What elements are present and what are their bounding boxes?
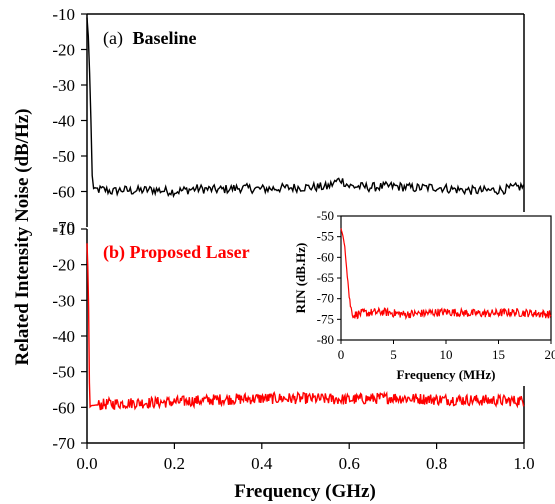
inset-y-ticks: -50 -55 -60 -65 -70 -75 -80 — [317, 208, 341, 347]
panel-a-y-tick-label: -10 — [52, 5, 75, 24]
inset-x-tick-label: 0 — [338, 347, 345, 362]
panel-b-x-tick-label: 0.4 — [251, 454, 273, 473]
inset-y-tick-label: -55 — [317, 229, 334, 244]
panel-a-series-line — [86, 17, 525, 199]
inset-x-axis-title: Frequency (MHz) — [396, 367, 495, 382]
panel-b-x-tick-label: 1.0 — [513, 454, 534, 473]
panel-a-title-main: Baseline — [132, 28, 196, 48]
panel-b-x-tick-label: 0.8 — [426, 454, 447, 473]
inset-background — [310, 212, 550, 386]
panel-a-y-ticks: -10 -20 -30 -40 -50 -60 -70 — [52, 5, 87, 237]
panel-b-x-ticks: 0.0 0.2 0.4 0.6 0.8 1.0 — [76, 443, 535, 473]
panel-a-baseline: -10 -20 -30 -40 -50 -60 -70 (a) Baseline — [52, 5, 525, 237]
panel-b-y-tick-label: -70 — [52, 434, 75, 453]
x-axis-title: Frequency (GHz) — [234, 481, 376, 502]
panel-b-x-tick-label: 0.2 — [164, 454, 185, 473]
panel-b-y-tick-label: -40 — [52, 327, 75, 346]
inset-y-tick-label: -80 — [317, 332, 334, 347]
panel-a-y-tick-label: -70 — [52, 218, 75, 237]
panel-b-y-tick-label: -20 — [52, 256, 75, 275]
panel-b-series-line — [86, 243, 525, 411]
inset-x-tick-label: 5 — [390, 347, 397, 362]
panel-a-y-tick-label: -60 — [52, 183, 75, 202]
panel-a-y-tick-label: -20 — [52, 41, 75, 60]
inset-y-tick-label: -70 — [317, 291, 334, 306]
panel-b-y-tick-label: -30 — [52, 291, 75, 310]
panel-a-y-tick-label: -30 — [52, 76, 75, 95]
inset-x-tick-label: 10 — [440, 347, 453, 362]
inset-y-tick-label: -65 — [317, 270, 334, 285]
y-axis-title: Related Intensity Noise (dB/Hz) — [12, 108, 33, 365]
inset-y-tick-label: -75 — [317, 311, 334, 326]
panel-b-y-tick-label: -60 — [52, 398, 75, 417]
panel-a-y-tick-label: -40 — [52, 112, 75, 131]
panel-b-y-tick-label: -50 — [52, 363, 75, 382]
inset-y-tick-label: -50 — [317, 208, 334, 223]
panel-b-y-tick-label: -10 — [52, 220, 75, 239]
panel-a-title: (a) Baseline — [103, 28, 197, 49]
inset-x-ticks: 0 5 10 15 20 — [338, 340, 555, 362]
inset-y-tick-label: -60 — [317, 249, 334, 264]
inset-series-line — [340, 228, 552, 321]
panel-b-x-tick-label: 0.0 — [76, 454, 97, 473]
panel-b-y-ticks: -10 -20 -30 -40 -50 -60 -70 — [52, 220, 87, 453]
inset-chart: -50 -55 -60 -65 -70 -75 -80 0 5 10 15 20 RIN (dB.H… — [293, 208, 555, 386]
inset-x-tick-label: 15 — [492, 347, 505, 362]
panel-b-title: (b) Proposed Laser — [103, 242, 250, 263]
inset-x-tick-label: 20 — [545, 347, 555, 362]
panel-a-y-tick-label: -50 — [52, 147, 75, 166]
panel-a-title-prefix: (a) — [103, 28, 123, 49]
panel-b-x-tick-label: 0.6 — [339, 454, 360, 473]
inset-y-axis-title: RIN (dB.Hz) — [293, 243, 308, 314]
